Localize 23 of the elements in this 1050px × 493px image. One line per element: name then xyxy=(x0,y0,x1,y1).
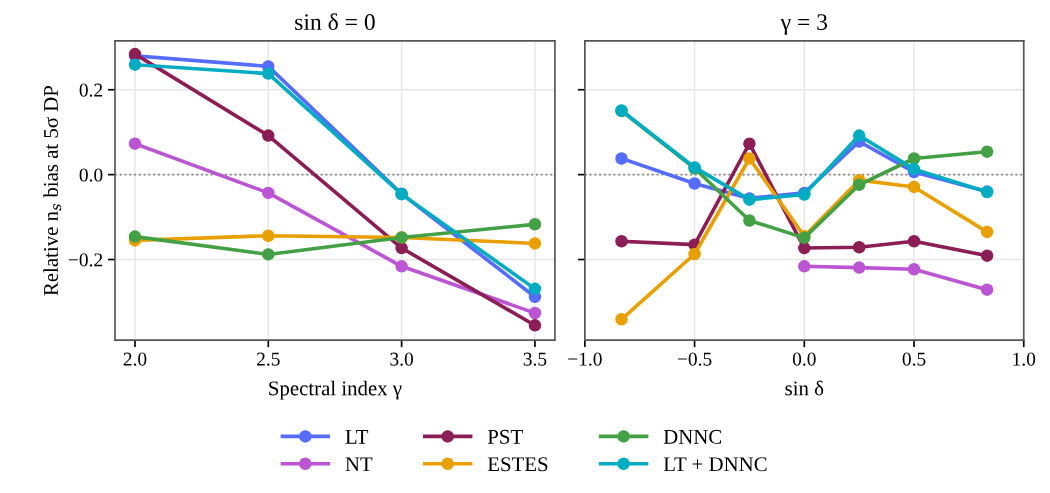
legend-label: ESTES xyxy=(487,457,548,472)
legend-label: LT + DNNC xyxy=(663,457,767,472)
y-axis-title: Relative n$_{s}$ bias at 5σ DP xyxy=(43,85,62,296)
x-tick-label: 0.0 xyxy=(792,352,816,366)
y-tick-label: 0.0 xyxy=(79,168,103,182)
x-axis-title: sin δ xyxy=(785,380,824,396)
chart-title: γ = 3 xyxy=(780,14,828,35)
chart-title: sin δ = 0 xyxy=(295,13,375,31)
legend-label: DNNC xyxy=(663,429,722,444)
y-tick-label: −0.2 xyxy=(68,253,103,267)
x-tick-label: −0.5 xyxy=(677,352,712,366)
x-axis-title: Spectral index γ xyxy=(269,380,402,400)
x-tick-label: 1.0 xyxy=(1013,352,1036,366)
x-tick-label: 3.0 xyxy=(390,352,414,366)
x-tick-label: 0.5 xyxy=(902,352,926,366)
x-tick-label: 3.5 xyxy=(523,352,547,366)
x-tick-label: −1.0 xyxy=(568,352,602,366)
legend-label: NT xyxy=(345,457,373,472)
legend-label: PST xyxy=(487,429,523,444)
legend-label: LT xyxy=(345,430,369,444)
x-tick-label: 2.5 xyxy=(256,352,280,366)
x-tick-label: 2.0 xyxy=(123,352,147,366)
y-tick-label: 0.2 xyxy=(79,83,103,97)
